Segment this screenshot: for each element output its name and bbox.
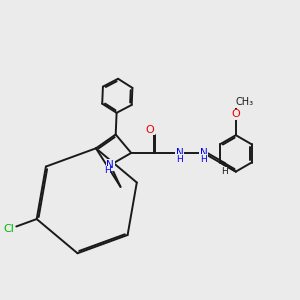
Text: H: H (200, 155, 207, 164)
Text: O: O (146, 124, 154, 135)
Text: H: H (104, 166, 110, 175)
Text: H: H (176, 155, 183, 164)
Text: H: H (221, 167, 228, 176)
Text: Cl: Cl (3, 224, 14, 234)
Text: O: O (231, 109, 240, 119)
Text: N: N (106, 160, 114, 170)
Text: CH₃: CH₃ (236, 98, 254, 107)
Text: N: N (176, 148, 183, 158)
Text: N: N (200, 148, 207, 158)
